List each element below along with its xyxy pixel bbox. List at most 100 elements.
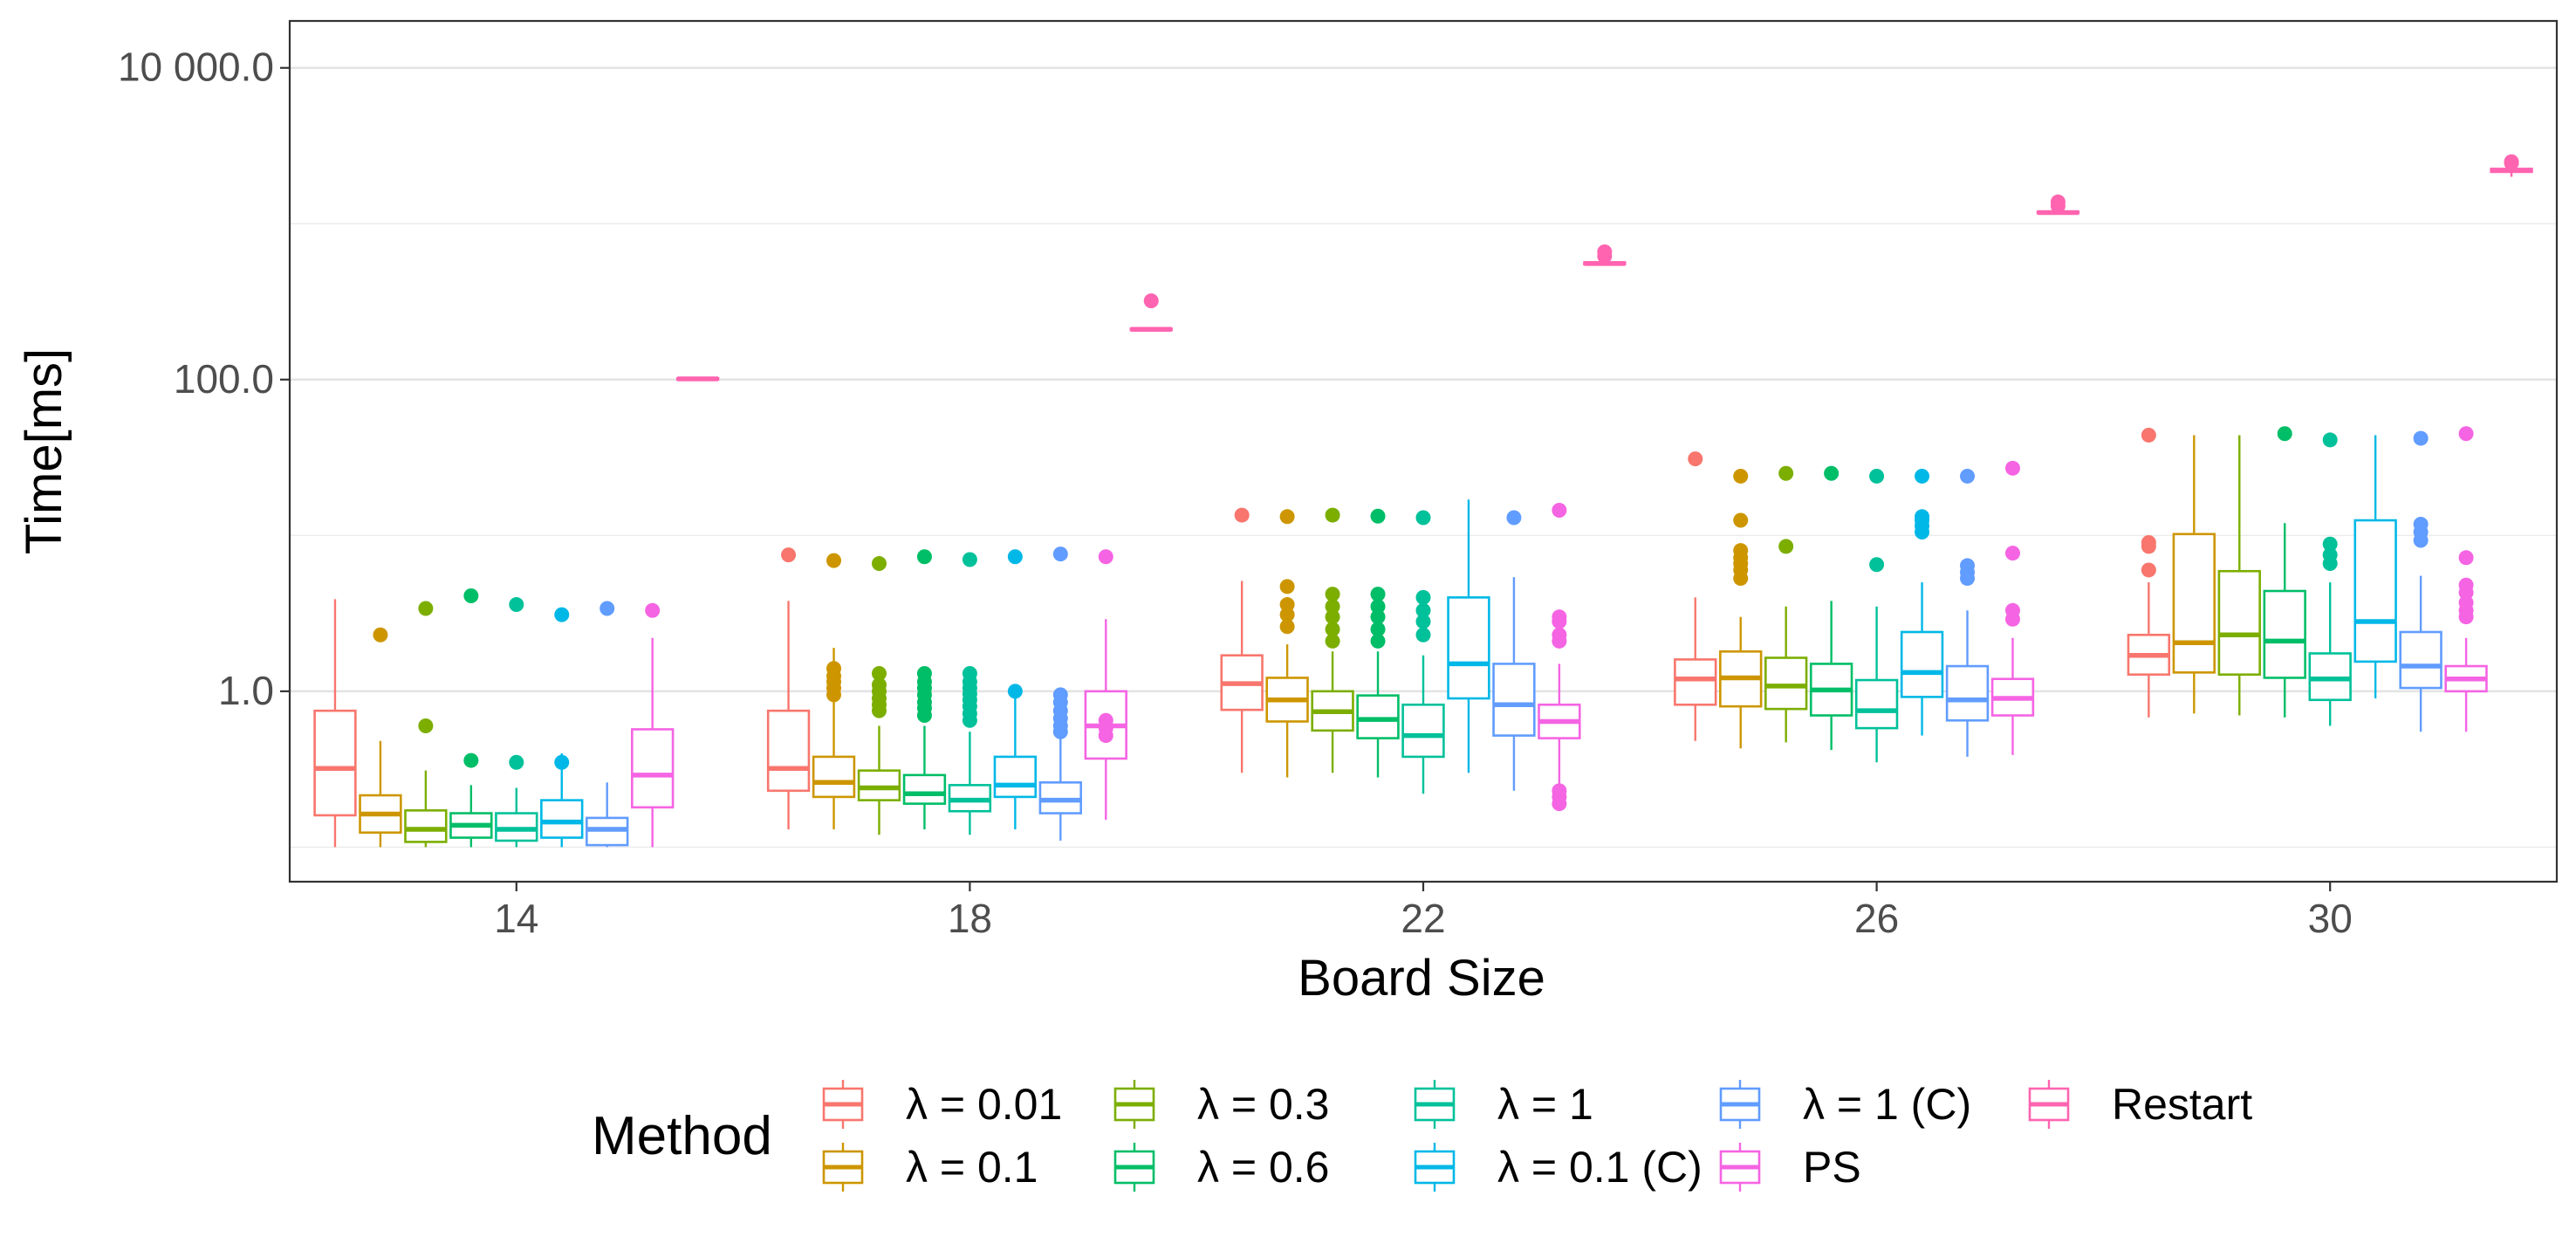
box-iqr xyxy=(1900,630,1944,698)
box-30-series-2 xyxy=(2217,435,2261,716)
outlier-point xyxy=(781,547,797,563)
box-iqr xyxy=(2263,589,2306,679)
box-22-series-0 xyxy=(1220,507,1264,773)
outlier-point xyxy=(1597,244,1613,259)
legend-item-4: λ = 1 xyxy=(1414,1080,1593,1129)
outlier-point xyxy=(1370,508,1386,524)
box-18-series-8 xyxy=(1129,293,1173,333)
legend-label: PS xyxy=(1803,1143,1861,1192)
box-22-series-8 xyxy=(1583,244,1627,266)
box-26-series-2 xyxy=(1764,465,1808,743)
box-14-series-2 xyxy=(404,601,448,848)
outlier-point xyxy=(1415,510,1431,526)
outlier-point xyxy=(871,666,887,682)
box-26-series-0 xyxy=(1674,451,1717,741)
legend-label: λ = 0.1 xyxy=(906,1143,1038,1192)
x-tick-label: 30 xyxy=(2308,896,2353,941)
box-iqr xyxy=(902,773,947,805)
box-18-series-7 xyxy=(1084,549,1127,820)
outlier-point xyxy=(1325,609,1340,625)
outlier-point xyxy=(1279,509,1295,525)
box-22-series-5 xyxy=(1447,499,1490,773)
box-iqr xyxy=(857,769,901,801)
outlier-point xyxy=(1007,549,1023,565)
box-iqr xyxy=(1854,678,1899,730)
outlier-point xyxy=(1279,619,1295,635)
outlier-point xyxy=(1143,293,1159,309)
outlier-point xyxy=(871,556,887,572)
legend-item-5: λ = 0.1 (C) xyxy=(1414,1143,1702,1192)
box-iqr xyxy=(540,799,584,839)
outlier-point xyxy=(1960,558,1976,574)
outlier-point xyxy=(1960,468,1976,484)
legend-label: λ = 1 xyxy=(1497,1080,1593,1129)
y-tick-label: 100.0 xyxy=(174,356,274,402)
legend-label: Restart xyxy=(2112,1080,2252,1129)
outlier-point xyxy=(2413,430,2429,446)
outlier-point xyxy=(1279,579,1295,594)
outlier-point xyxy=(2458,426,2474,442)
box-30-series-4 xyxy=(2308,432,2352,726)
legend-item-1: λ = 0.1 xyxy=(822,1143,1038,1192)
outlier-point xyxy=(826,553,842,568)
x-tick-label: 18 xyxy=(948,896,992,941)
outlier-point xyxy=(1052,687,1068,703)
box-iqr xyxy=(2217,569,2261,677)
outlier-point xyxy=(645,602,661,618)
box-26-series-5 xyxy=(1900,468,1944,736)
legend-item-2: λ = 0.3 xyxy=(1113,1080,1330,1129)
box-30-series-0 xyxy=(2127,427,2171,718)
legend-label: λ = 1 (C) xyxy=(1803,1080,1971,1129)
box-iqr xyxy=(495,812,538,842)
outlier-point xyxy=(1370,622,1386,637)
outlier-point xyxy=(1869,468,1885,484)
box-iqr xyxy=(404,809,448,843)
outlier-point xyxy=(1415,589,1431,605)
box-iqr xyxy=(2353,519,2397,663)
box-18-series-6 xyxy=(1038,546,1083,842)
outlier-point xyxy=(916,666,932,682)
box-26-series-6 xyxy=(1945,468,1990,757)
legend-item-3: λ = 0.6 xyxy=(1113,1143,1330,1192)
outlier-point xyxy=(1415,614,1431,629)
box-iqr xyxy=(1492,663,1536,737)
outlier-point xyxy=(1824,465,1840,481)
outlier-point xyxy=(463,588,479,603)
box-22-series-3 xyxy=(1356,508,1400,778)
outlier-point xyxy=(1098,549,1113,565)
outlier-point xyxy=(1325,622,1340,637)
outlier-point xyxy=(1506,510,1522,526)
outlier-point xyxy=(554,754,570,770)
outlier-point xyxy=(2504,154,2519,169)
outlier-point xyxy=(1733,512,1749,528)
box-18-series-5 xyxy=(993,549,1038,830)
box-iqr xyxy=(812,755,856,799)
box-14-series-3 xyxy=(449,588,493,848)
outlier-point xyxy=(1370,609,1386,625)
outlier-point xyxy=(2322,432,2338,448)
outlier-point xyxy=(1915,509,1930,525)
box-18-series-2 xyxy=(857,556,901,835)
outlier-point xyxy=(2004,460,2020,476)
outlier-point xyxy=(1415,627,1431,643)
outlier-point xyxy=(2458,550,2474,566)
box-18-series-1 xyxy=(812,553,856,830)
outlier-point xyxy=(2458,577,2474,593)
outlier-point xyxy=(1370,599,1386,615)
axis-layer: 1.0 100.0 10 000.0 14 18 22 26 30 xyxy=(118,45,2353,941)
outlier-point xyxy=(1688,451,1703,467)
box-14-series-4 xyxy=(495,597,538,848)
outlier-point xyxy=(2458,594,2474,610)
box-iqr xyxy=(2172,533,2216,674)
box-iqr xyxy=(1945,664,1990,722)
box-22-series-4 xyxy=(1401,510,1445,794)
legend-label: λ = 0.1 (C) xyxy=(1497,1143,1702,1192)
x-tick-label: 14 xyxy=(494,896,538,941)
box-14-series-8 xyxy=(675,376,720,381)
x-tick-label: 22 xyxy=(1401,896,1445,941)
box-30-series-7 xyxy=(2444,426,2488,732)
box-iqr xyxy=(766,709,811,793)
box-iqr xyxy=(1764,656,1808,711)
outlier-point xyxy=(1325,633,1340,649)
outlier-point xyxy=(1552,627,1567,643)
